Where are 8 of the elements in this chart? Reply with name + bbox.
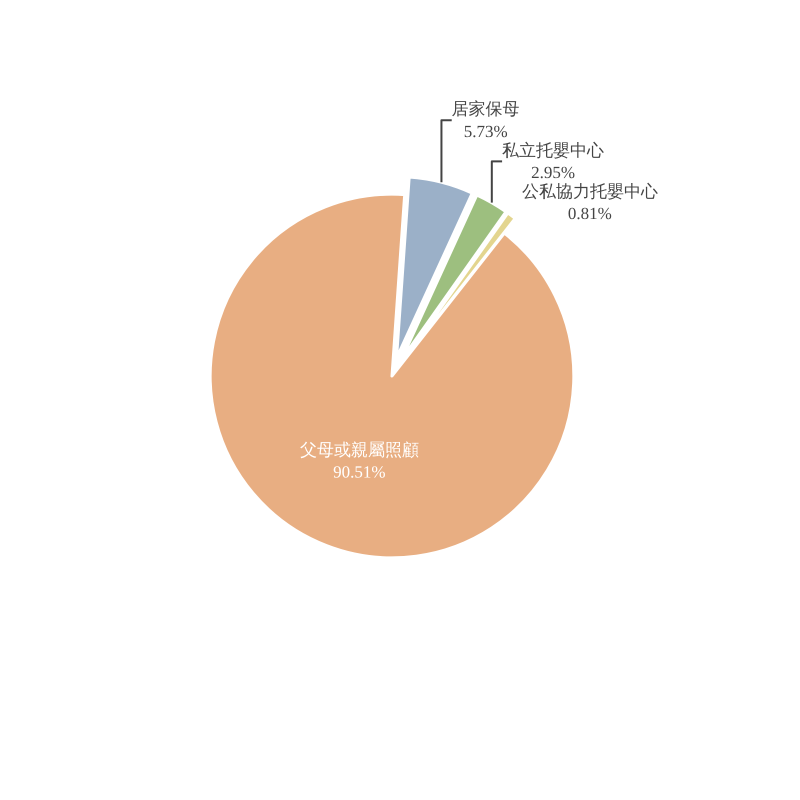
- slice-label: 公私協力托嬰中心: [522, 182, 658, 201]
- data-label: 5.73%: [464, 122, 508, 141]
- slice-label: 私立托嬰中心: [502, 140, 604, 160]
- slice-label: 父母或親屬照顧: [300, 440, 419, 460]
- slice-label: 居家保母: [452, 100, 520, 119]
- data-label: 0.81%: [568, 204, 612, 223]
- data-label: 90.51%: [333, 462, 386, 482]
- data-label: 2.95%: [531, 162, 576, 182]
